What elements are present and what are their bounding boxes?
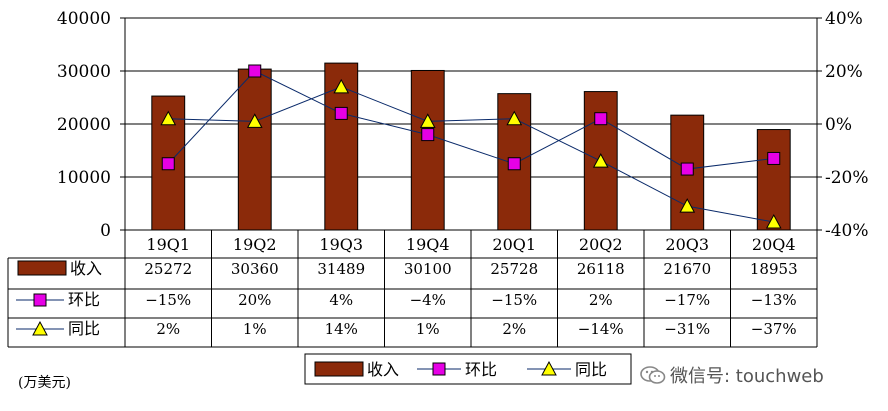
- watermark: 微信号: touchweb: [640, 362, 824, 388]
- table-cell: 2%: [502, 320, 526, 338]
- bar: [756, 129, 791, 231]
- point: [507, 157, 521, 171]
- watermark-text: 微信号: touchweb: [670, 366, 824, 387]
- point: [680, 162, 694, 176]
- x-tick-label: 20Q1: [492, 235, 536, 254]
- table-cell: 30100: [404, 260, 452, 278]
- row-label: 同比: [68, 319, 100, 338]
- legend-key: [541, 360, 557, 376]
- point: [506, 110, 523, 126]
- table-cell: −31%: [664, 320, 710, 338]
- table-cell: 31489: [317, 260, 365, 278]
- x-tick-label: 20Q2: [579, 235, 623, 254]
- table-cell: −15%: [491, 291, 537, 309]
- point: [161, 157, 175, 171]
- y2-tick-label: -20%: [825, 168, 869, 188]
- bar: [237, 68, 272, 231]
- row-key: [17, 260, 67, 276]
- row-key: [32, 320, 48, 336]
- table-cell: 18953: [750, 260, 798, 278]
- point: [421, 128, 435, 142]
- point: [594, 112, 608, 126]
- y-tick-label: 20000: [57, 115, 111, 135]
- point: [765, 213, 782, 229]
- table-cell: 25272: [144, 260, 192, 278]
- y2-tick-label: 40%: [825, 9, 863, 29]
- table-cell: 30360: [231, 260, 279, 278]
- table-cell: 25728: [490, 260, 538, 278]
- point: [679, 198, 696, 213]
- table-cell: 20%: [238, 291, 271, 309]
- table-cell: 21670: [663, 260, 711, 278]
- x-tick-label: 19Q4: [406, 235, 450, 254]
- legend-label: 环比: [465, 360, 497, 379]
- series-line: [168, 86, 774, 223]
- point: [246, 113, 263, 128]
- x-tick-label: 20Q4: [752, 235, 796, 254]
- legend-key: [432, 362, 446, 376]
- wechat-icon: [640, 366, 666, 384]
- legend-label: 收入: [367, 360, 399, 379]
- table-cell: −17%: [664, 291, 710, 309]
- table-cell: 1%: [416, 320, 440, 338]
- point: [767, 151, 781, 165]
- table-cell: 2%: [156, 320, 180, 338]
- y-tick-label: 40000: [57, 9, 111, 29]
- x-tick-label: 19Q2: [233, 235, 277, 254]
- row-label: 收入: [70, 259, 102, 278]
- table-cell: 2%: [589, 291, 613, 309]
- y2-tick-label: -40%: [825, 221, 869, 241]
- table-cell: 1%: [243, 320, 267, 338]
- table-cell: −37%: [751, 320, 797, 338]
- point: [160, 110, 177, 126]
- x-tick-label: 19Q1: [146, 235, 190, 254]
- bar: [410, 69, 445, 231]
- table-cell: 26118: [577, 260, 625, 278]
- table-cell: 4%: [329, 291, 353, 309]
- table-cell: −13%: [751, 291, 797, 309]
- point: [333, 78, 350, 94]
- y-tick-label: 10000: [57, 168, 111, 188]
- y-tick-label: 30000: [57, 62, 111, 82]
- x-tick-label: 19Q3: [319, 235, 363, 254]
- table-cell: 14%: [325, 320, 358, 338]
- x-tick-label: 20Q3: [665, 235, 709, 254]
- point: [248, 64, 262, 78]
- y-tick-label: 0: [100, 221, 111, 241]
- legend-label: 同比: [575, 360, 607, 379]
- series-line: [167, 70, 774, 170]
- row-label: 环比: [68, 290, 100, 309]
- point: [334, 106, 348, 120]
- legend-key: [314, 361, 364, 377]
- row-key: [33, 293, 47, 307]
- table-cell: −15%: [145, 291, 191, 309]
- y2-tick-label: 0%: [825, 115, 852, 135]
- point: [592, 153, 609, 168]
- y2-tick-label: 20%: [825, 62, 863, 82]
- point: [419, 113, 436, 128]
- table-cell: −14%: [578, 320, 624, 338]
- table-cell: −4%: [410, 291, 446, 309]
- unit-label: (万美元): [18, 375, 71, 391]
